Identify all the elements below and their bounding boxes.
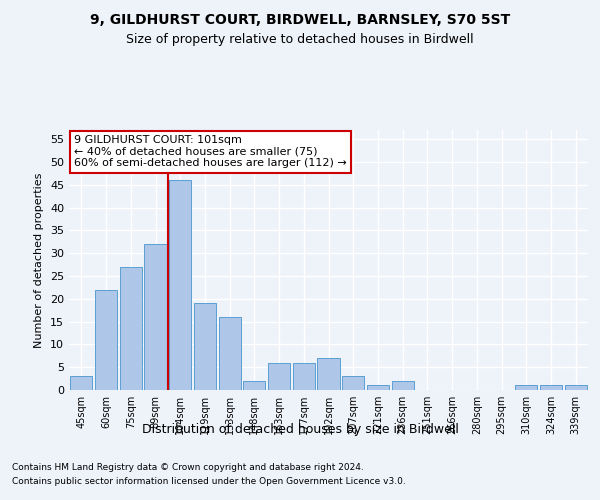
- Bar: [367, 386, 389, 390]
- Text: 9 GILDHURST COURT: 101sqm
← 40% of detached houses are smaller (75)
60% of semi-: 9 GILDHURST COURT: 101sqm ← 40% of detac…: [74, 135, 347, 168]
- Y-axis label: Number of detached properties: Number of detached properties: [34, 172, 44, 348]
- Bar: [515, 386, 538, 390]
- Bar: [169, 180, 191, 390]
- Text: Size of property relative to detached houses in Birdwell: Size of property relative to detached ho…: [126, 32, 474, 46]
- Bar: [268, 362, 290, 390]
- Text: Distribution of detached houses by size in Birdwell: Distribution of detached houses by size …: [142, 422, 458, 436]
- Bar: [194, 304, 216, 390]
- Bar: [145, 244, 167, 390]
- Bar: [540, 386, 562, 390]
- Bar: [119, 267, 142, 390]
- Bar: [565, 386, 587, 390]
- Bar: [317, 358, 340, 390]
- Bar: [342, 376, 364, 390]
- Bar: [70, 376, 92, 390]
- Text: Contains public sector information licensed under the Open Government Licence v3: Contains public sector information licen…: [12, 478, 406, 486]
- Text: Contains HM Land Registry data © Crown copyright and database right 2024.: Contains HM Land Registry data © Crown c…: [12, 462, 364, 471]
- Bar: [293, 362, 315, 390]
- Bar: [218, 317, 241, 390]
- Bar: [392, 381, 414, 390]
- Bar: [95, 290, 117, 390]
- Text: 9, GILDHURST COURT, BIRDWELL, BARNSLEY, S70 5ST: 9, GILDHURST COURT, BIRDWELL, BARNSLEY, …: [90, 12, 510, 26]
- Bar: [243, 381, 265, 390]
